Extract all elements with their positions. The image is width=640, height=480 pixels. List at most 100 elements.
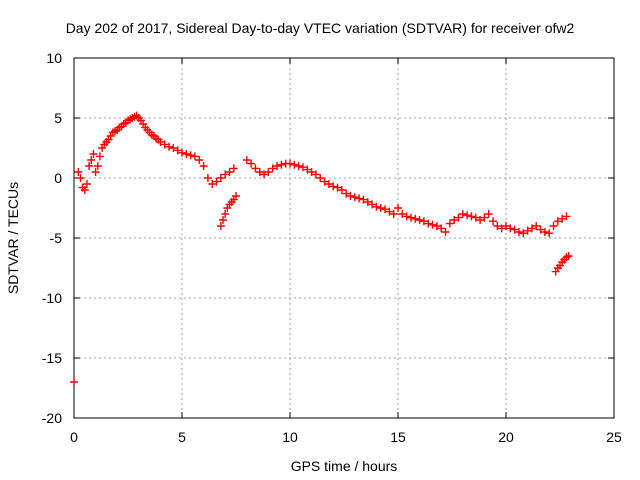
- data-point: [232, 192, 240, 200]
- data-point: [346, 192, 355, 200]
- data-point: [497, 224, 506, 233]
- data-point: [493, 222, 502, 230]
- plot-frame: [73, 57, 615, 419]
- data-point: [476, 216, 485, 224]
- x-tick-label: 15: [390, 429, 406, 445]
- data-point: [178, 148, 186, 157]
- data-point: [514, 228, 523, 236]
- data-point: [381, 205, 390, 214]
- data-point: [432, 222, 441, 230]
- data-point: [203, 174, 212, 182]
- data-point: [502, 222, 510, 230]
- data-point: [221, 210, 230, 218]
- data-point: [93, 162, 102, 170]
- data-point: [540, 228, 549, 236]
- data-point: [562, 212, 571, 221]
- data-point: [169, 144, 178, 152]
- data-point: [91, 168, 100, 176]
- data-point: [519, 229, 528, 238]
- data-point: [428, 220, 437, 229]
- data-point: [242, 156, 251, 164]
- data-point: [489, 217, 498, 226]
- data-point: [80, 186, 89, 194]
- data-point: [333, 183, 342, 192]
- data-point: [294, 162, 303, 170]
- data-point: [480, 213, 489, 222]
- data-point: [85, 162, 94, 170]
- data-point: [268, 164, 277, 173]
- data-point: [324, 180, 333, 188]
- data-point: [402, 212, 411, 221]
- y-axis-label: SDTVAR / TECUs: [5, 182, 21, 294]
- data-point: [411, 214, 420, 223]
- chart-title: Day 202 of 2017, Sidereal Day-to-day VTE…: [66, 20, 575, 36]
- data-point: [463, 211, 472, 220]
- grid: [74, 58, 614, 418]
- data-point: [368, 200, 377, 209]
- data-point: [527, 224, 536, 233]
- data-point: [216, 222, 225, 230]
- data-point: [247, 159, 256, 168]
- data-point: [471, 213, 480, 222]
- data-point: [376, 204, 385, 212]
- data-point: [216, 174, 225, 182]
- data-point: [394, 204, 402, 212]
- data-point: [523, 226, 532, 235]
- y-tick-label: 0: [54, 170, 62, 186]
- x-tick-label: 20: [498, 429, 514, 445]
- data-point: [307, 168, 316, 176]
- data-point: [219, 216, 228, 224]
- data-point: [545, 229, 554, 238]
- data-point: [389, 210, 398, 218]
- data-point: [467, 212, 476, 221]
- data-point: [506, 224, 515, 233]
- y-tick-label: -15: [42, 350, 62, 366]
- data-point: [273, 162, 282, 170]
- data-point: [549, 222, 558, 230]
- data-point: [212, 177, 221, 186]
- data-point: [536, 225, 545, 234]
- y-tick-label: 10: [46, 50, 62, 66]
- x-tick-label: 0: [70, 429, 78, 445]
- data-point: [199, 162, 208, 170]
- data-point: [316, 174, 325, 182]
- data-point: [320, 177, 329, 186]
- data-point: [484, 210, 493, 218]
- data-point: [290, 160, 299, 169]
- data-point: [445, 219, 454, 228]
- data-point: [165, 142, 174, 151]
- data-point: [458, 210, 467, 218]
- y-tick-label: 5: [54, 110, 62, 126]
- data-point: [255, 168, 264, 176]
- data-point: [564, 252, 573, 260]
- data-point: [277, 160, 286, 169]
- x-tick-label: 5: [178, 429, 186, 445]
- data-point: [424, 219, 433, 228]
- data-point: [229, 164, 238, 173]
- data-point: [419, 217, 428, 226]
- data-point: [173, 146, 182, 155]
- data-point: [87, 156, 96, 164]
- data-point: [76, 174, 85, 182]
- data-point: [260, 170, 269, 179]
- data-point: [372, 202, 381, 211]
- data-point: [359, 195, 368, 204]
- data-points: [70, 111, 573, 386]
- data-point: [342, 189, 351, 198]
- y-tick-label: -5: [50, 230, 63, 246]
- data-point: [74, 168, 83, 176]
- data-point: [182, 150, 191, 158]
- data-point: [450, 216, 459, 224]
- data-point: [225, 168, 234, 176]
- data-point: [355, 194, 364, 203]
- data-point: [89, 150, 98, 158]
- data-point: [190, 152, 199, 161]
- data-point: [160, 140, 169, 149]
- data-point: [558, 214, 567, 223]
- y-tick-label: -10: [42, 290, 62, 306]
- data-point: [510, 225, 519, 234]
- data-point: [82, 180, 91, 188]
- data-point: [329, 182, 338, 191]
- data-point: [156, 138, 165, 146]
- data-point: [532, 222, 541, 230]
